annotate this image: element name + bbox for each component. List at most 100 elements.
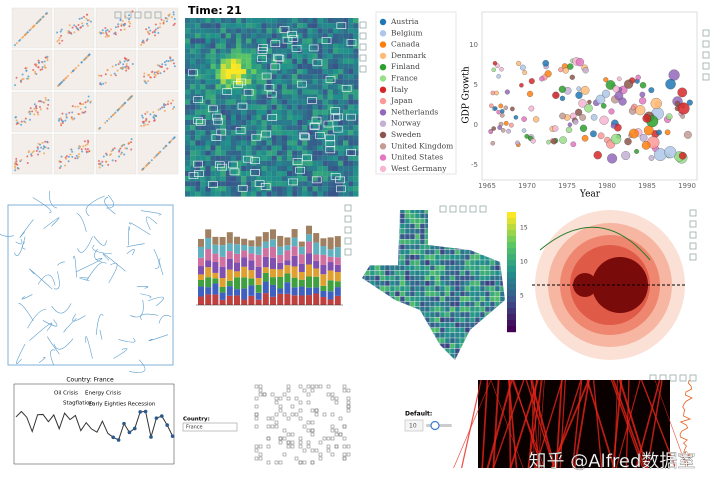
- toolbar-icon[interactable]: [134, 11, 142, 19]
- pair-point: [121, 143, 124, 146]
- toolbar-icon[interactable]: [702, 29, 710, 37]
- heat-cell: [220, 130, 226, 136]
- toolbar-icon[interactable]: [469, 205, 477, 213]
- toolbar-icon[interactable]: [689, 231, 697, 239]
- county: [414, 358, 421, 360]
- toolbar-icon[interactable]: [449, 205, 457, 213]
- heat-cell: [195, 160, 201, 166]
- toolbar-icon[interactable]: [359, 21, 367, 29]
- pair-point: [59, 160, 62, 163]
- toolbar-icon[interactable]: [689, 242, 697, 250]
- county: [464, 275, 471, 281]
- toolbar-icon[interactable]: [479, 205, 487, 213]
- toolbar-icon[interactable]: [689, 220, 697, 228]
- county: [394, 249, 401, 255]
- pair-point: [80, 148, 83, 151]
- county: [479, 265, 486, 271]
- label-box: [211, 134, 222, 141]
- toolbar-icon[interactable]: [344, 215, 352, 223]
- heat-cell: [230, 38, 237, 44]
- heat-cell: [261, 63, 267, 70]
- toolbar-icon[interactable]: [702, 40, 710, 48]
- pattern-arc: [0, 233, 14, 237]
- dragon-cell: [306, 392, 311, 397]
- slider-value[interactable]: 10: [409, 423, 417, 430]
- pattern-arc: [63, 317, 77, 333]
- county: [379, 348, 386, 354]
- dragon-cell: [342, 424, 347, 429]
- heat-cell: [343, 69, 349, 75]
- heat-cell: [348, 165, 354, 172]
- dragon-cell: [330, 396, 335, 401]
- gdp-bubble: [528, 105, 535, 112]
- toolbar-icon[interactable]: [689, 253, 697, 261]
- heat-cell: [215, 191, 221, 197]
- select-value[interactable]: France: [186, 425, 203, 431]
- slider-input[interactable]: [404, 419, 424, 432]
- heat-cell: [225, 33, 231, 39]
- heat-cell: [190, 145, 196, 151]
- heat-cell: [287, 125, 293, 131]
- heat-cell: [353, 145, 359, 151]
- toolbar-icon[interactable]: [459, 205, 467, 213]
- heat-cell: [292, 150, 298, 156]
- gdp-bubble: [506, 128, 511, 134]
- toolbar-icon[interactable]: [359, 65, 367, 73]
- county: [439, 301, 446, 307]
- stack-segment: [313, 260, 320, 269]
- county: [369, 259, 376, 266]
- gdp-bubble: [639, 91, 646, 98]
- toolbar-icon[interactable]: [702, 62, 710, 70]
- heat-cell: [225, 186, 231, 192]
- toolbar-icon[interactable]: [702, 73, 710, 81]
- select-box[interactable]: [182, 422, 238, 432]
- heat-cell: [210, 109, 216, 115]
- heat-cell: [307, 181, 313, 187]
- toolbar-icon[interactable]: [359, 54, 367, 62]
- stack-segment: [270, 246, 276, 258]
- heat-cell: [225, 140, 231, 146]
- label-box: [299, 132, 309, 140]
- toolbar-icon[interactable]: [702, 51, 710, 59]
- heat-cell: [210, 181, 216, 187]
- toolbar-icon[interactable]: [344, 204, 352, 212]
- toolbar-icon[interactable]: [679, 374, 687, 382]
- county: [449, 337, 456, 344]
- toolbar-icon[interactable]: [689, 209, 697, 217]
- toolbar-icon[interactable]: [124, 11, 132, 19]
- toolbar-icon[interactable]: [439, 205, 447, 213]
- county: [362, 322, 366, 328]
- heat-cell: [200, 89, 206, 95]
- county: [362, 249, 366, 255]
- colorbar-cell: [507, 302, 516, 309]
- pair-point: [173, 136, 176, 139]
- toolbar-icon[interactable]: [144, 11, 152, 19]
- slider-handle[interactable]: [430, 420, 440, 431]
- heat-cell: [281, 150, 288, 156]
- toolbar-icon[interactable]: [669, 374, 677, 382]
- county: [499, 322, 505, 328]
- heat-cell: [210, 135, 216, 141]
- toolbar-icon[interactable]: [689, 374, 697, 382]
- pair-point: [102, 31, 105, 34]
- county: [389, 270, 396, 276]
- pair-point: [131, 62, 134, 65]
- heat-cell: [251, 53, 257, 59]
- toolbar-icon[interactable]: [344, 248, 352, 256]
- stack-segment: [284, 260, 291, 266]
- heat-cell: [271, 135, 277, 141]
- heat-cell: [190, 181, 196, 187]
- heat-cell: [210, 74, 216, 80]
- heat-cell: [210, 140, 216, 146]
- toolbar-icon[interactable]: [359, 43, 367, 51]
- toolbar-icon[interactable]: [359, 32, 367, 40]
- toolbar-icon[interactable]: [114, 11, 122, 19]
- pair-point: [105, 153, 108, 156]
- toolbar-icon[interactable]: [154, 11, 162, 19]
- toolbar-icon[interactable]: [344, 226, 352, 234]
- heat-cell: [205, 140, 211, 146]
- county: [394, 210, 401, 214]
- toolbar-icon[interactable]: [344, 237, 352, 245]
- pair-point: [43, 152, 46, 155]
- heat-cell: [281, 135, 288, 141]
